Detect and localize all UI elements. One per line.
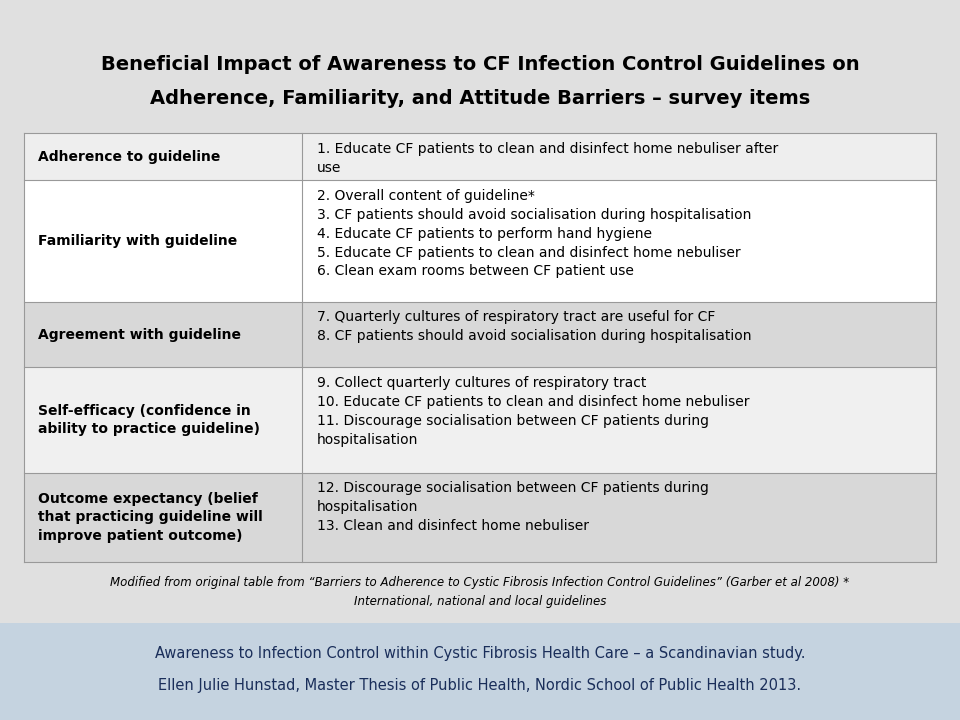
Text: 12. Discourage socialisation between CF patients during
hospitalisation
13. Clea: 12. Discourage socialisation between CF … [317, 481, 708, 534]
Text: Awareness to Infection Control within Cystic Fibrosis Health Care – a Scandinavi: Awareness to Infection Control within Cy… [155, 646, 805, 661]
Bar [0, 623, 960, 720]
Bar [24, 302, 936, 367]
Text: 7. Quarterly cultures of respiratory tract are useful for CF
8. CF patients shou: 7. Quarterly cultures of respiratory tra… [317, 310, 752, 343]
Text: Self-efficacy (confidence in
ability to practice guideline): Self-efficacy (confidence in ability to … [38, 404, 260, 436]
Text: Adherence to guideline: Adherence to guideline [38, 150, 221, 163]
Text: Adherence, Familiarity, and Attitude Barriers – survey items: Adherence, Familiarity, and Attitude Bar… [150, 89, 810, 109]
Text: Familiarity with guideline: Familiarity with guideline [38, 234, 238, 248]
Bar [24, 133, 936, 180]
Text: Modified from original table from “Barriers to Adherence to Cystic Fibrosis Infe: Modified from original table from “Barri… [110, 576, 850, 608]
Text: 9. Collect quarterly cultures of respiratory tract
10. Educate CF patients to cl: 9. Collect quarterly cultures of respira… [317, 376, 750, 447]
Bar [24, 180, 936, 302]
Text: Outcome expectancy (belief
that practicing guideline will
improve patient outcom: Outcome expectancy (belief that practici… [38, 492, 263, 543]
Bar [24, 367, 936, 472]
Text: Agreement with guideline: Agreement with guideline [38, 328, 241, 341]
Text: 1. Educate CF patients to clean and disinfect home nebuliser after
use: 1. Educate CF patients to clean and disi… [317, 142, 778, 175]
Text: 2. Overall content of guideline*
3. CF patients should avoid socialisation durin: 2. Overall content of guideline* 3. CF p… [317, 189, 751, 279]
Text: Beneficial Impact of Awareness to CF Infection Control Guidelines on: Beneficial Impact of Awareness to CF Inf… [101, 55, 859, 74]
Bar [24, 562, 936, 623]
Bar [24, 472, 936, 562]
Text: Ellen Julie Hunstad, Master Thesis of Public Health, Nordic School of Public Hea: Ellen Julie Hunstad, Master Thesis of Pu… [158, 678, 802, 693]
